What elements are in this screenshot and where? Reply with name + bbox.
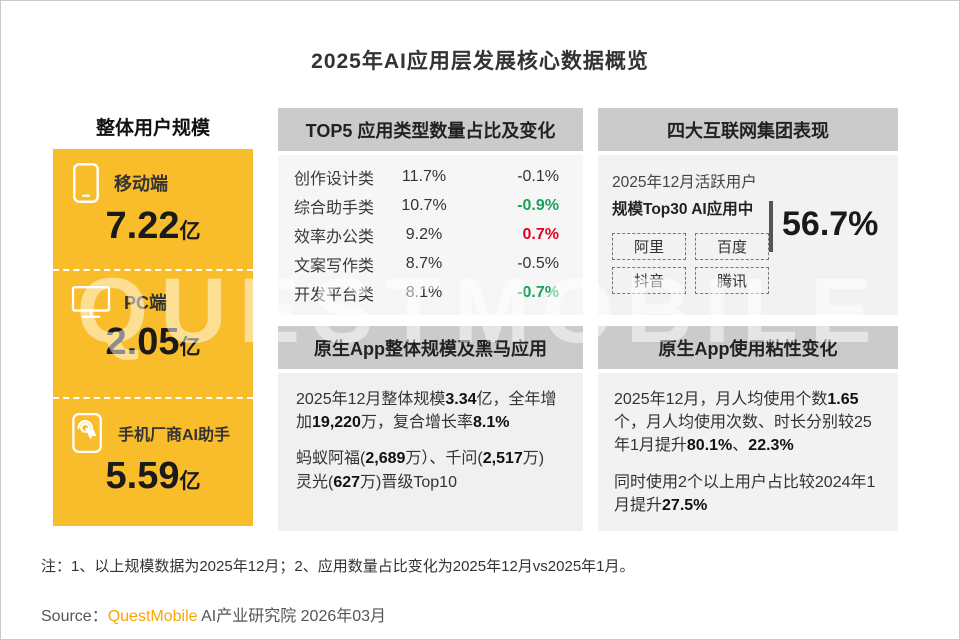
change-value: -0.5% [517, 255, 559, 272]
app-type-label: 文案写作类 [294, 258, 375, 275]
table-row: 效率办公类 9.2% 0.7% [278, 221, 583, 250]
pc-section: PC端 2.05亿 [53, 271, 253, 399]
native-scale-paragraph-1: 2025年12月整体规模3.34亿，全年增加19,220万，复合增长率8.1% [296, 391, 557, 432]
footnote: 注：1、以上规模数据为2025年12月；2、应用数量占比变化为2025年12月v… [41, 558, 635, 575]
group-tag: 抖音 [612, 267, 686, 294]
stickiness-paragraph-2: 同时使用2个以上用户占比较2024年1月提升27.5% [614, 473, 876, 514]
share-value: 10.7% [401, 197, 447, 214]
change-value: -0.9% [517, 197, 559, 214]
change-value: 0.7% [522, 226, 559, 243]
source-prefix: Source： [41, 608, 108, 625]
change-value: -0.1% [517, 168, 559, 185]
groups-desc-line2: 规模Top30 AI应用中 [612, 201, 754, 218]
groups-desc-line1: 2025年12月活跃用户 [612, 174, 757, 191]
table-row: 创作设计类 11.7% -0.1% [278, 163, 583, 192]
share-value: 8.7% [405, 255, 443, 272]
groups-share-value: 56.7% [782, 205, 879, 243]
monitor-icon [71, 284, 111, 320]
stickiness-panel-body: 2025年12月，月人均使用个数1.65个，月人均使用次数、时长分别较25年1月… [598, 373, 898, 531]
pc-value: 2.05亿 [105, 321, 201, 363]
groups-panel-body: 2025年12月活跃用户 规模Top30 AI应用中 阿里 百度 抖音 腾讯 5… [598, 155, 898, 315]
stickiness-panel-header: 原生App使用粘性变化 [598, 326, 898, 369]
left-panel-header: 整体用户规模 [95, 118, 210, 139]
stickiness-paragraph-1: 2025年12月，月人均使用个数1.65个，月人均使用次数、时长分别较25年1月… [614, 391, 872, 455]
app-type-label: 效率办公类 [294, 229, 375, 246]
mobile-value: 7.22亿 [105, 205, 201, 247]
change-value: -0.7% [517, 284, 559, 301]
mobile-label: 移动端 [114, 174, 168, 194]
share-value: 8.1% [405, 284, 443, 301]
table-row: 开发平台类 8.1% -0.7% [278, 279, 583, 308]
user-scale-panel: 移动端 7.22亿 PC端 2.05亿 [53, 149, 253, 526]
vendor-assistant-value: 5.59亿 [105, 455, 201, 497]
share-value: 9.2% [405, 226, 443, 243]
group-tag: 腾讯 [695, 267, 769, 294]
group-tags: 阿里 百度 抖音 腾讯 [612, 233, 884, 294]
source-line: Source：QuestMobile AI产业研究院 2026年03月 [41, 602, 386, 626]
native-scale-panel-header: 原生App整体规模及黑马应用 [278, 326, 583, 369]
phone-tap-icon [71, 412, 105, 454]
table-row: 综合助手类 10.7% -0.9% [278, 192, 583, 221]
native-scale-panel-body: 2025年12月整体规模3.34亿，全年增加19,220万，复合增长率8.1% … [278, 373, 583, 531]
group-tag: 百度 [695, 233, 769, 260]
groups-panel-header: 四大互联网集团表现 [598, 108, 898, 151]
top5-panel-header: TOP5 应用类型数量占比及变化 [278, 108, 583, 151]
source-brand: QuestMobile [107, 608, 198, 625]
share-value: 11.7% [401, 168, 447, 185]
app-type-label: 创作设计类 [294, 171, 375, 188]
divider-bar [769, 201, 773, 252]
vendor-assistant-section: 手机厂商AI助手 5.59亿 [53, 399, 253, 526]
page-title: 2025年AI应用层发展核心数据概览 [311, 50, 649, 73]
group-tag: 阿里 [612, 233, 686, 260]
vendor-assistant-label: 手机厂商AI助手 [118, 427, 231, 444]
top5-table: 创作设计类 11.7% -0.1% 综合助手类 10.7% -0.9% 效率办公… [278, 155, 583, 315]
native-scale-paragraph-2: 蚂蚁阿福(2,689万）、千问(2,517万) 灵光(627万)晋级Top10 [296, 450, 545, 491]
table-row: 文案写作类 8.7% -0.5% [278, 250, 583, 279]
app-type-label: 综合助手类 [294, 200, 375, 217]
source-suffix: AI产业研究院 2026年03月 [197, 608, 387, 625]
mobile-icon [71, 162, 101, 204]
app-type-label: 开发平台类 [294, 287, 375, 304]
pc-label: PC端 [124, 293, 168, 313]
mobile-section: 移动端 7.22亿 [53, 149, 253, 271]
